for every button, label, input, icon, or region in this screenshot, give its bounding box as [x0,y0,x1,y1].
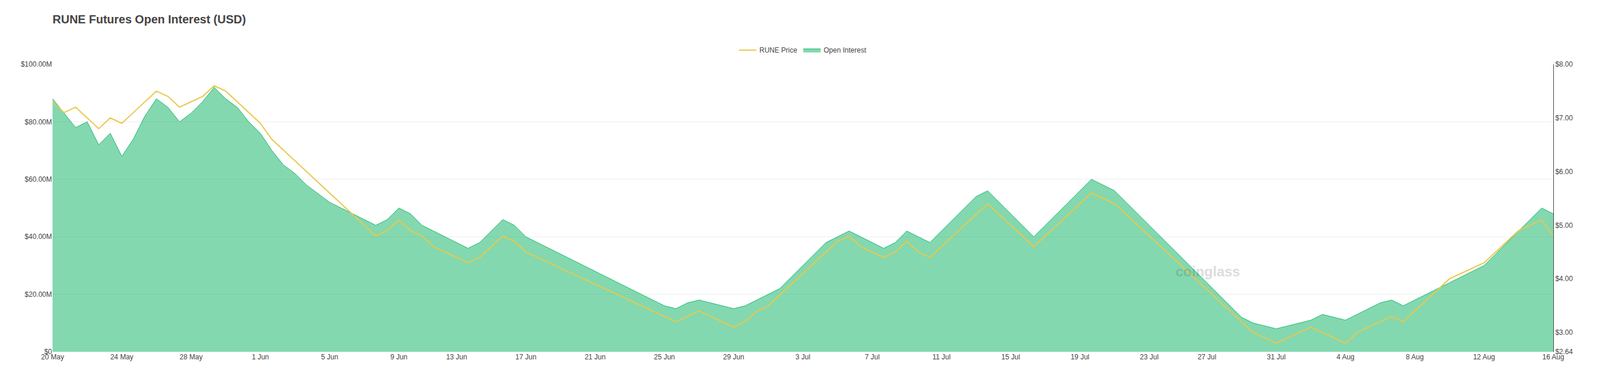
svg-text:$6.00: $6.00 [1555,167,1573,176]
svg-text:$0: $0 [44,347,53,356]
svg-text:19 Jul: 19 Jul [1070,352,1090,361]
svg-text:27 Jul: 27 Jul [1197,352,1217,361]
svg-text:$80.00M: $80.00M [24,117,52,127]
svg-text:9 Jun: 9 Jun [390,352,408,361]
svg-text:24 May: 24 May [110,352,134,361]
svg-text:coinglass: coinglass [1175,263,1241,280]
svg-text:4 Aug: 4 Aug [1336,352,1355,361]
svg-text:12 Aug: 12 Aug [1473,352,1495,361]
svg-text:8 Aug: 8 Aug [1405,352,1424,361]
svg-text:$8.00: $8.00 [1555,60,1573,69]
svg-text:3 Jul: 3 Jul [795,352,810,361]
svg-text:11 Jul: 11 Jul [932,352,951,361]
svg-text:28 May: 28 May [179,352,203,361]
svg-text:31 Jul: 31 Jul [1267,352,1286,361]
svg-text:$4.00: $4.00 [1555,274,1573,283]
svg-text:17 Jun: 17 Jun [515,352,537,361]
svg-text:Open Interest: Open Interest [823,46,867,55]
svg-text:7 Jul: 7 Jul [864,352,880,361]
svg-text:$20.00M: $20.00M [24,290,52,299]
svg-text:$3.00: $3.00 [1555,328,1573,337]
svg-text:23 Jul: 23 Jul [1139,352,1159,361]
svg-text:$2.64: $2.64 [1555,347,1573,356]
svg-text:25 Jun: 25 Jun [654,352,676,361]
svg-text:16 Aug: 16 Aug [1542,352,1564,361]
svg-text:20 May: 20 May [40,352,64,361]
svg-text:1 Jun: 1 Jun [251,352,269,361]
svg-text:$60.00M: $60.00M [24,175,52,184]
svg-text:$100.00M: $100.00M [21,60,52,69]
svg-text:13 Jun: 13 Jun [446,352,468,361]
svg-text:$5.00: $5.00 [1555,221,1573,230]
svg-text:29 Jun: 29 Jun [722,352,744,361]
svg-text:$40.00M: $40.00M [24,232,52,241]
svg-text:RUNE Price: RUNE Price [759,46,798,55]
svg-text:15 Jul: 15 Jul [1001,352,1021,361]
svg-text:5 Jun: 5 Jun [321,352,339,361]
svg-text:21 Jun: 21 Jun [584,352,606,361]
svg-text:$7.00: $7.00 [1555,113,1573,123]
svg-text:RUNE Futures Open Interest (US: RUNE Futures Open Interest (USD) [52,12,246,26]
